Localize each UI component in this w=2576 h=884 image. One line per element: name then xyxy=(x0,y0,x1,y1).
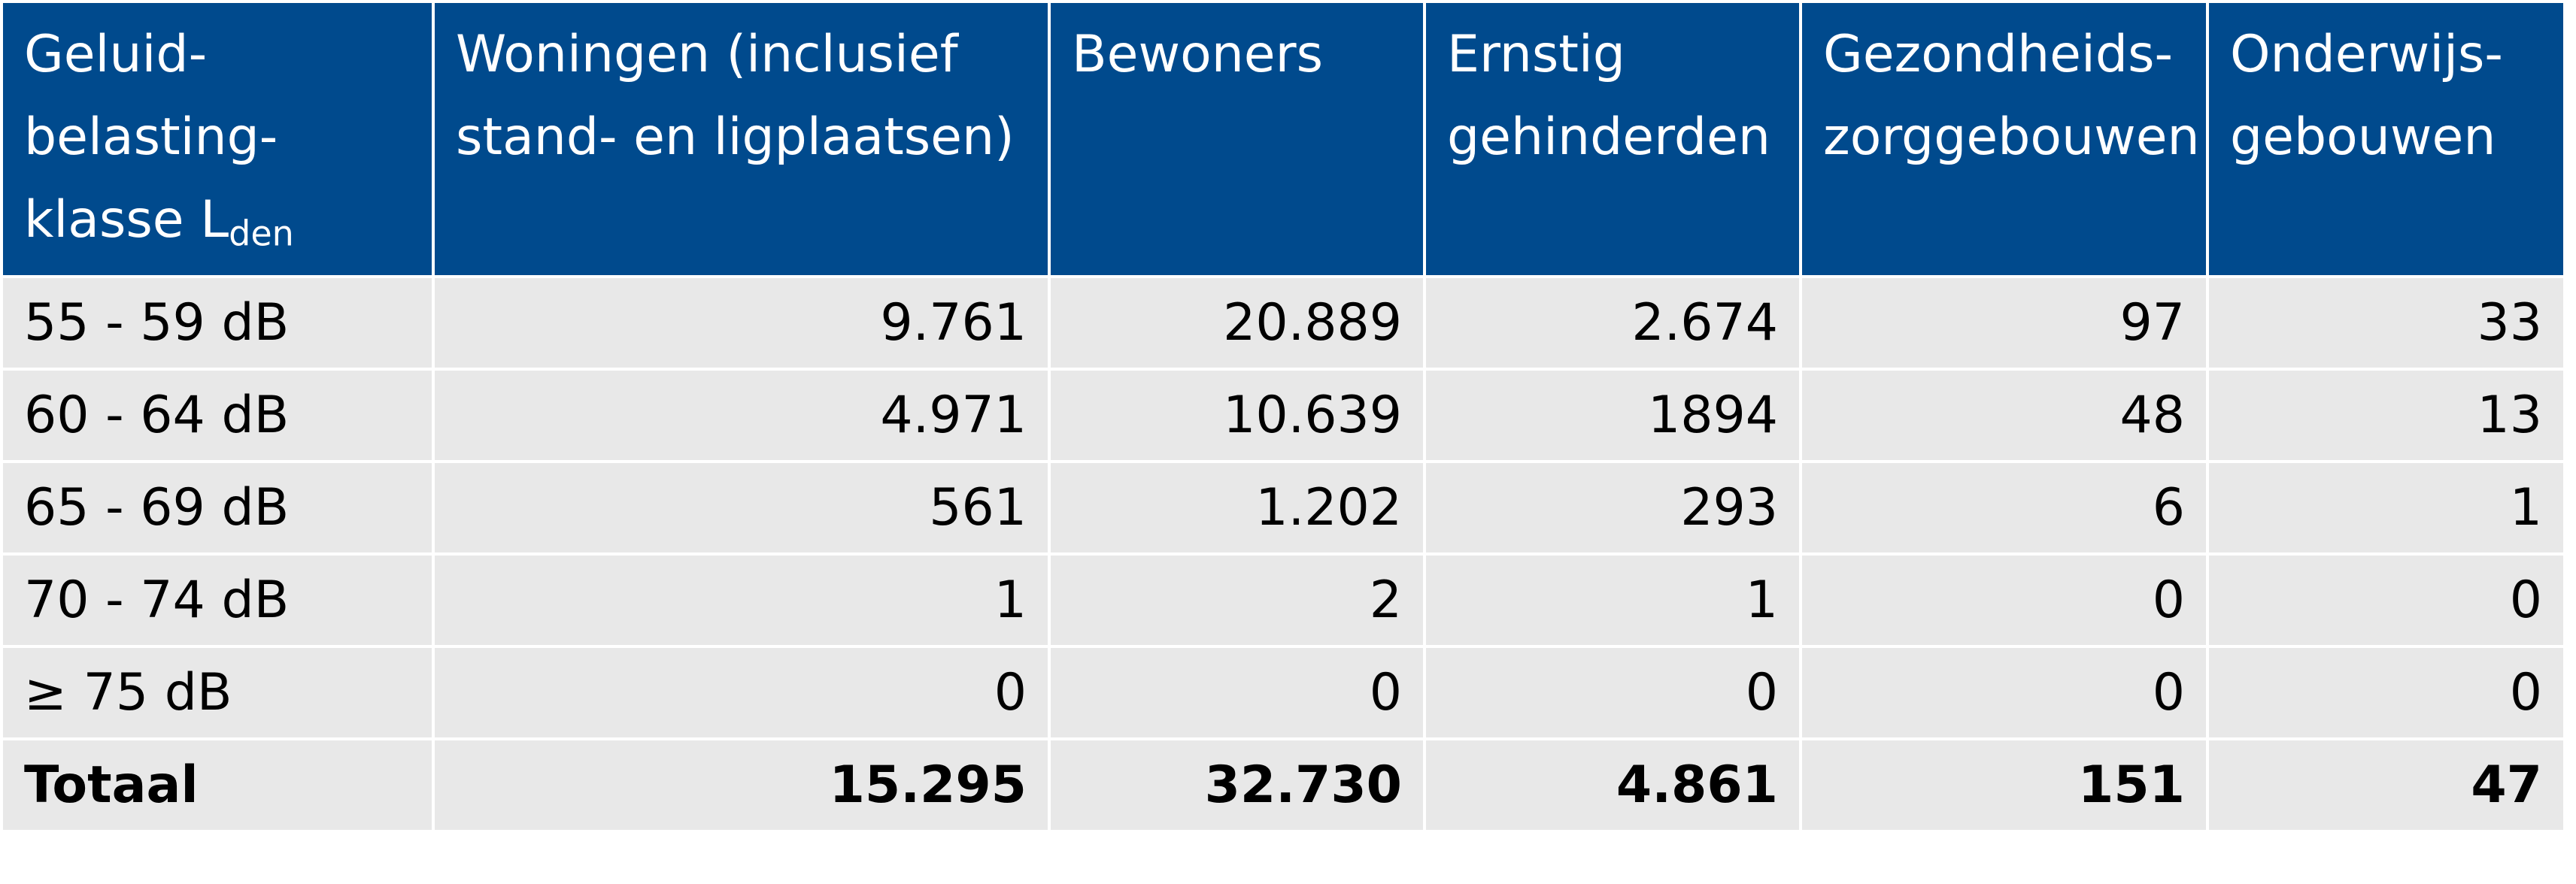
cell-onderwijs: 1 xyxy=(2209,462,2563,552)
header-ernstig-line1: Ernstig xyxy=(1447,25,1625,84)
header-klasse-line3-wrap: klasse Lden xyxy=(24,179,411,275)
cell-ernstig: 2.674 xyxy=(1426,277,1799,368)
cell-woningen: 561 xyxy=(435,462,1048,552)
header-klasse: Geluid- belasting- klasse Lden xyxy=(3,3,432,275)
cell-woningen: 1 xyxy=(435,555,1048,645)
cell-bewoners: 2 xyxy=(1051,555,1423,645)
header-ernstig: Ernstig gehinderden xyxy=(1426,3,1799,275)
header-gezondheid-line2: zorggebouwen xyxy=(1823,107,2200,167)
cell-klasse: ≥ 75 dB xyxy=(3,647,432,737)
cell-onderwijs: 0 xyxy=(2209,647,2563,737)
header-klasse-subscript: den xyxy=(229,213,294,254)
total-onderwijs: 47 xyxy=(2209,740,2563,830)
cell-gezondheid: 97 xyxy=(1802,277,2206,368)
header-klasse-line1: Geluid- xyxy=(24,25,208,84)
total-row: Totaal 15.295 32.730 4.861 151 47 xyxy=(3,740,2563,830)
header-gezondheid: Gezondheids- zorggebouwen xyxy=(1802,3,2206,275)
table-row: 60 - 64 dB 4.971 10.639 1894 48 13 xyxy=(3,370,2563,460)
cell-klasse: 60 - 64 dB xyxy=(3,370,432,460)
cell-ernstig: 293 xyxy=(1426,462,1799,552)
cell-bewoners: 10.639 xyxy=(1051,370,1423,460)
cell-ernstig: 1 xyxy=(1426,555,1799,645)
header-row: Geluid- belasting- klasse Lden Woningen … xyxy=(3,3,2563,275)
cell-bewoners: 20.889 xyxy=(1051,277,1423,368)
cell-onderwijs: 33 xyxy=(2209,277,2563,368)
header-gezondheid-line1: Gezondheids- xyxy=(1823,25,2174,84)
total-ernstig: 4.861 xyxy=(1426,740,1799,830)
cell-klasse: 70 - 74 dB xyxy=(3,555,432,645)
cell-woningen: 0 xyxy=(435,647,1048,737)
cell-woningen: 4.971 xyxy=(435,370,1048,460)
total-label: Totaal xyxy=(3,740,432,830)
cell-ernstig: 1894 xyxy=(1426,370,1799,460)
header-woningen-line1: Woningen (inclusief xyxy=(456,25,958,84)
header-woningen: Woningen (inclusief stand- en ligplaatse… xyxy=(435,3,1048,275)
header-klasse-line2: belasting- xyxy=(24,107,278,167)
table-row: ≥ 75 dB 0 0 0 0 0 xyxy=(3,647,2563,737)
noise-exposure-table: Geluid- belasting- klasse Lden Woningen … xyxy=(3,3,2563,830)
cell-gezondheid: 6 xyxy=(1802,462,2206,552)
cell-ernstig: 0 xyxy=(1426,647,1799,737)
header-onderwijs-line1: Onderwijs- xyxy=(2230,25,2503,84)
header-bewoners: Bewoners xyxy=(1051,3,1423,275)
table-row: 65 - 69 dB 561 1.202 293 6 1 xyxy=(3,462,2563,552)
cell-gezondheid: 0 xyxy=(1802,647,2206,737)
table-header: Geluid- belasting- klasse Lden Woningen … xyxy=(3,3,2563,275)
cell-onderwijs: 0 xyxy=(2209,555,2563,645)
header-klasse-line3: klasse L xyxy=(24,190,229,250)
header-bewoners-line1: Bewoners xyxy=(1072,25,1324,84)
cell-bewoners: 0 xyxy=(1051,647,1423,737)
table-row: 55 - 59 dB 9.761 20.889 2.674 97 33 xyxy=(3,277,2563,368)
cell-bewoners: 1.202 xyxy=(1051,462,1423,552)
cell-gezondheid: 0 xyxy=(1802,555,2206,645)
header-ernstig-line2: gehinderden xyxy=(1447,107,1770,167)
header-onderwijs: Onderwijs- gebouwen xyxy=(2209,3,2563,275)
total-gezondheid: 151 xyxy=(1802,740,2206,830)
table-body: 55 - 59 dB 9.761 20.889 2.674 97 33 60 -… xyxy=(3,277,2563,830)
total-bewoners: 32.730 xyxy=(1051,740,1423,830)
cell-onderwijs: 13 xyxy=(2209,370,2563,460)
header-onderwijs-line2: gebouwen xyxy=(2230,107,2496,167)
total-woningen: 15.295 xyxy=(435,740,1048,830)
cell-klasse: 65 - 69 dB xyxy=(3,462,432,552)
table-row: 70 - 74 dB 1 2 1 0 0 xyxy=(3,555,2563,645)
cell-gezondheid: 48 xyxy=(1802,370,2206,460)
cell-woningen: 9.761 xyxy=(435,277,1048,368)
header-woningen-line2: stand- en ligplaatsen) xyxy=(456,107,1015,167)
cell-klasse: 55 - 59 dB xyxy=(3,277,432,368)
